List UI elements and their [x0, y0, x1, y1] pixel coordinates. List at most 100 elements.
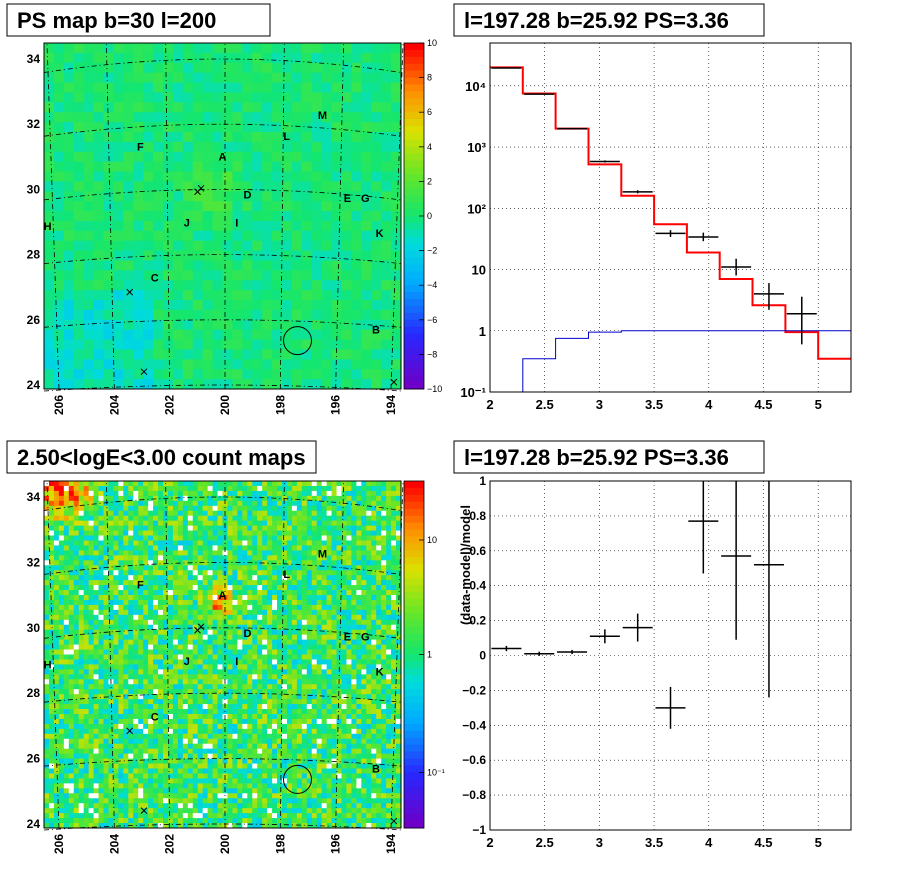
map-pixel — [396, 555, 402, 561]
map-pixel — [227, 713, 233, 720]
map-pixel — [391, 122, 402, 133]
map-pixel — [361, 590, 367, 596]
map-pixel — [227, 679, 233, 685]
map-pixel — [331, 713, 337, 720]
map-pixel — [187, 550, 194, 556]
map-pixel — [83, 300, 94, 311]
map-pixel — [356, 718, 362, 725]
map-pixel — [153, 689, 159, 695]
map-pixel — [163, 520, 169, 527]
map-pixel — [163, 555, 169, 561]
map-pixel — [222, 161, 233, 172]
map-pixel — [286, 530, 293, 536]
map-pixel — [83, 131, 94, 143]
map-pixel — [391, 300, 402, 311]
map-pixel — [247, 590, 253, 596]
map-pixel — [371, 495, 377, 502]
map-pixel — [376, 590, 382, 596]
map-pixel — [232, 92, 243, 103]
map-pixel — [48, 485, 55, 492]
map-pixel — [371, 634, 377, 641]
map-pixel — [73, 211, 85, 222]
map-pixel — [212, 550, 218, 556]
map-pixel — [356, 590, 362, 596]
map-pixel — [311, 644, 318, 650]
map-pixel — [177, 530, 184, 536]
map-pixel — [277, 515, 283, 522]
map-pixel — [177, 644, 184, 650]
map-pixel — [88, 604, 94, 611]
map-pixel — [78, 599, 85, 606]
map-pixel — [366, 555, 372, 561]
map-pixel — [73, 704, 80, 710]
map-pixel — [143, 62, 154, 74]
map-pixel — [301, 580, 308, 586]
map-pixel — [182, 211, 194, 222]
map-pixel — [172, 112, 184, 123]
map-pixel — [262, 694, 268, 700]
map-pixel — [73, 52, 85, 64]
map-pixel — [386, 525, 392, 531]
map-pixel — [381, 141, 392, 153]
map-pixel — [361, 565, 367, 571]
map-pixel — [242, 43, 253, 54]
map-pixel — [351, 560, 357, 566]
map-pixel — [212, 709, 218, 715]
map-pixel — [103, 300, 114, 311]
map-pixel — [321, 250, 332, 261]
map-pixel — [212, 329, 223, 340]
map-pixel — [63, 604, 70, 611]
map-pixel — [192, 694, 199, 700]
map-pixel — [197, 585, 204, 591]
map-pixel — [207, 481, 213, 487]
map-pixel — [277, 481, 283, 487]
map-pixel — [291, 629, 298, 636]
map-pixel — [153, 525, 159, 531]
map-pixel — [346, 659, 352, 665]
map-pixel — [48, 515, 55, 522]
map-pixel — [356, 510, 362, 517]
map-pixel — [376, 709, 382, 715]
map-pixel — [148, 699, 154, 705]
map-pixel — [197, 490, 204, 497]
map-pixel — [361, 649, 367, 655]
map-pixel — [301, 634, 308, 641]
map-pixel — [202, 82, 213, 93]
map-pixel — [381, 280, 392, 291]
map-pixel — [98, 629, 104, 636]
map-pixel — [232, 604, 238, 611]
map-pixel — [88, 634, 94, 641]
map-pixel — [396, 629, 402, 636]
map-pixel — [78, 481, 85, 487]
map-pixel — [341, 481, 347, 487]
map-pixel — [187, 525, 194, 531]
map-pixel — [242, 679, 248, 685]
map-pixel — [286, 659, 293, 665]
map-pixel — [73, 280, 85, 291]
map-pixel — [366, 599, 372, 606]
map-pixel — [252, 555, 258, 561]
colorbar-tick-label: 2 — [427, 176, 432, 186]
map-pixel — [44, 545, 50, 551]
map-pixel — [153, 102, 164, 113]
map-pixel — [207, 570, 213, 576]
map-pixel — [301, 161, 313, 172]
map-pixel — [257, 689, 263, 695]
map-pixel — [371, 718, 377, 725]
map-pixel — [371, 555, 377, 561]
map-pixel — [103, 723, 109, 730]
map-pixel — [237, 535, 243, 541]
map-pixel — [88, 500, 94, 507]
map-pixel — [202, 565, 209, 571]
map-pixel — [93, 319, 104, 331]
count-map-heatmap — [44, 481, 402, 829]
map-pixel — [88, 599, 94, 606]
map-pixel — [217, 609, 223, 616]
map-pixel — [291, 500, 298, 507]
map-pixel — [386, 604, 392, 611]
map-pixel — [73, 565, 80, 571]
map-pixel — [351, 122, 362, 133]
map-pixel — [351, 82, 362, 93]
map-pixel — [143, 565, 149, 571]
map-pixel — [272, 270, 283, 281]
